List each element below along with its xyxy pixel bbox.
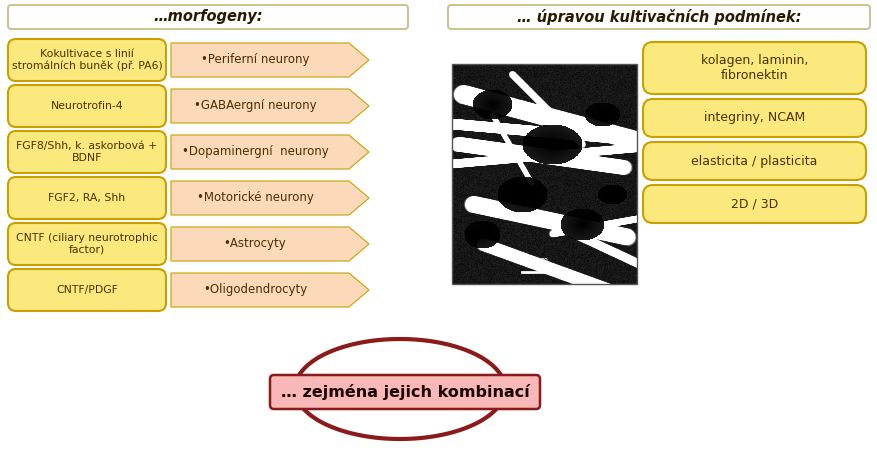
Text: CNTF (ciliary neurotrophic
factor): CNTF (ciliary neurotrophic factor)	[16, 233, 158, 255]
FancyBboxPatch shape	[8, 223, 166, 265]
Polygon shape	[171, 89, 369, 123]
Text: •Oligodendrocyty: •Oligodendrocyty	[203, 283, 307, 297]
Bar	[452, 64, 637, 284]
Text: … úpravou kultivačních podmínek:: … úpravou kultivačních podmínek:	[517, 9, 802, 25]
FancyBboxPatch shape	[270, 375, 540, 409]
Text: kolagen, laminin,
fibronektin: kolagen, laminin, fibronektin	[701, 54, 809, 82]
Text: •Motorické neurony: •Motorické neurony	[196, 191, 313, 204]
Text: CNTF/PDGF: CNTF/PDGF	[56, 285, 118, 295]
FancyBboxPatch shape	[643, 185, 866, 223]
Polygon shape	[171, 227, 369, 261]
FancyBboxPatch shape	[643, 42, 866, 94]
Text: •Periferní neurony: •Periferní neurony	[201, 53, 310, 67]
Text: … zejména jejich kombinací: … zejména jejich kombinací	[281, 384, 530, 400]
Text: •Dopaminergní  neurony: •Dopaminergní neurony	[182, 145, 328, 159]
Text: Kokultivace s linií
stromálních buněk (př. PA6): Kokultivace s linií stromálních buněk (p…	[11, 49, 162, 71]
FancyBboxPatch shape	[8, 269, 166, 311]
Text: integriny, NCAM: integriny, NCAM	[704, 112, 805, 124]
Text: elasticita / plasticita: elasticita / plasticita	[691, 154, 817, 168]
Text: Neurotrofin-4: Neurotrofin-4	[51, 101, 124, 111]
Text: 2D / 3D: 2D / 3D	[731, 197, 778, 211]
Text: 60μm: 60μm	[524, 256, 548, 265]
Polygon shape	[171, 273, 369, 307]
Text: …morfogeny:: …morfogeny:	[153, 10, 263, 25]
FancyBboxPatch shape	[8, 85, 166, 127]
Text: •Astrocyty: •Astrocyty	[224, 238, 287, 250]
Text: FGF8/Shh, k. askorbová +
BDNF: FGF8/Shh, k. askorbová + BDNF	[17, 141, 158, 163]
Text: •GABAergní neurony: •GABAergní neurony	[194, 100, 317, 112]
Polygon shape	[171, 135, 369, 169]
FancyBboxPatch shape	[8, 131, 166, 173]
Polygon shape	[171, 181, 369, 215]
Polygon shape	[171, 43, 369, 77]
FancyBboxPatch shape	[643, 142, 866, 180]
Text: FGF2, RA, Shh: FGF2, RA, Shh	[48, 193, 125, 203]
FancyBboxPatch shape	[448, 5, 870, 29]
FancyBboxPatch shape	[8, 177, 166, 219]
FancyBboxPatch shape	[8, 39, 166, 81]
FancyBboxPatch shape	[643, 99, 866, 137]
FancyBboxPatch shape	[8, 5, 408, 29]
